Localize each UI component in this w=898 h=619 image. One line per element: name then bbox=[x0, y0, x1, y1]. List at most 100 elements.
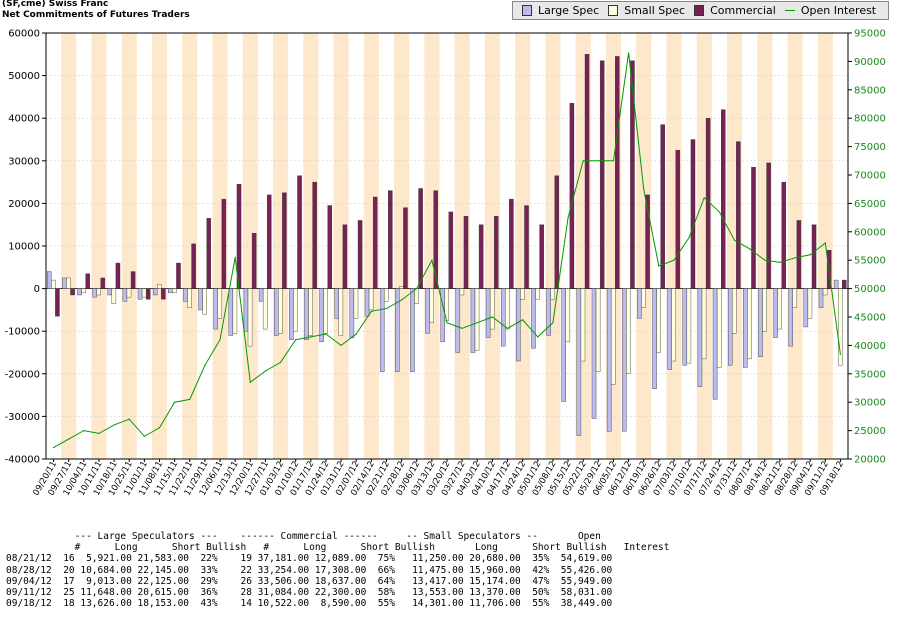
bar-commercial bbox=[100, 277, 106, 289]
legend-swatch-small bbox=[608, 5, 619, 16]
bar-large-spec bbox=[379, 288, 385, 372]
bar-commercial bbox=[705, 117, 711, 289]
bar-large-spec bbox=[546, 288, 551, 336]
oi-point bbox=[295, 339, 297, 341]
bar-small-spec bbox=[187, 288, 192, 308]
bar-commercial bbox=[660, 124, 665, 289]
oi-point bbox=[204, 364, 206, 366]
oi-point bbox=[370, 310, 372, 312]
y-tick-label-left: 20000 bbox=[8, 199, 40, 210]
bar-commercial bbox=[130, 271, 136, 289]
bar-small-spec bbox=[489, 288, 495, 330]
y-tick-label-left: -40000 bbox=[5, 455, 40, 466]
bar-small-spec bbox=[278, 288, 283, 334]
bar-large-spec bbox=[47, 271, 52, 289]
bar-commercial bbox=[161, 288, 166, 300]
bar-small-spec bbox=[837, 288, 843, 366]
oi-point bbox=[355, 333, 357, 335]
oi-point bbox=[552, 322, 554, 324]
bar-small-spec bbox=[732, 288, 737, 334]
band bbox=[61, 33, 77, 459]
bar-large-spec bbox=[440, 288, 445, 343]
bar-commercial bbox=[342, 224, 348, 289]
bar-small-spec bbox=[293, 288, 298, 332]
oi-point bbox=[839, 353, 842, 355]
bar-large-spec bbox=[470, 288, 476, 353]
bar-commercial bbox=[206, 218, 211, 289]
oi-point bbox=[174, 401, 176, 403]
y-tick-label-right: 85000 bbox=[854, 85, 886, 96]
bar-large-spec bbox=[758, 288, 763, 357]
bar-large-spec bbox=[334, 288, 340, 319]
bar-large-spec bbox=[183, 288, 188, 302]
bar-large-spec bbox=[168, 288, 173, 294]
bar-large-spec bbox=[818, 288, 824, 308]
bar-commercial bbox=[327, 205, 333, 289]
bar-large-spec bbox=[485, 288, 491, 338]
bar-large-spec bbox=[803, 288, 809, 328]
bar-small-spec bbox=[232, 288, 238, 334]
bar-large-spec bbox=[137, 288, 143, 300]
bar-large-spec bbox=[591, 288, 597, 419]
band bbox=[182, 33, 198, 459]
band bbox=[484, 33, 500, 459]
oi-point bbox=[658, 265, 660, 267]
bar-large-spec bbox=[228, 288, 234, 336]
bar-large-spec bbox=[304, 288, 309, 340]
chart-title: (SF,cme) Swiss Franc bbox=[2, 0, 109, 9]
bar-commercial bbox=[388, 190, 393, 289]
band bbox=[545, 33, 561, 459]
bar-commercial bbox=[251, 233, 257, 289]
oi-point bbox=[83, 430, 85, 432]
bar-commercial bbox=[312, 181, 317, 289]
oi-point bbox=[264, 370, 267, 372]
y-tick-label-right: 60000 bbox=[854, 227, 886, 238]
bar-commercial bbox=[433, 190, 438, 289]
oi-point bbox=[476, 322, 478, 324]
bar-small-spec bbox=[202, 288, 207, 315]
bar-small-spec bbox=[505, 288, 510, 330]
legend-swatch-oi bbox=[784, 10, 795, 11]
y-tick-label-left: 60000 bbox=[8, 29, 40, 40]
oi-point bbox=[249, 381, 251, 383]
legend: Large Spec Small Spec Commercial Open In… bbox=[512, 1, 889, 20]
bar-large-spec bbox=[606, 288, 612, 432]
bar-large-spec bbox=[516, 288, 521, 362]
bar-commercial bbox=[85, 273, 90, 289]
bar-large-spec bbox=[622, 288, 627, 432]
bar-large-spec bbox=[62, 277, 67, 289]
oi-point bbox=[703, 197, 705, 199]
bar-large-spec bbox=[152, 288, 158, 296]
bar-commercial bbox=[282, 192, 287, 289]
y-tick-label-left: -20000 bbox=[5, 369, 40, 380]
bar-small-spec bbox=[157, 284, 162, 289]
bar-small-spec bbox=[384, 288, 389, 302]
oi-point bbox=[673, 259, 675, 261]
bar-small-spec bbox=[580, 288, 586, 362]
oi-point bbox=[461, 327, 463, 329]
y-tick-label-right: 25000 bbox=[854, 426, 886, 437]
bar-commercial bbox=[448, 211, 454, 289]
bar-commercial bbox=[539, 224, 544, 289]
bar-large-spec bbox=[92, 288, 97, 298]
oi-point bbox=[143, 435, 145, 437]
y-tick-label-right: 95000 bbox=[854, 29, 886, 40]
bar-commercial bbox=[372, 196, 378, 289]
bar-large-spec bbox=[243, 288, 249, 332]
bar-large-spec bbox=[727, 288, 733, 366]
oi-point bbox=[491, 316, 493, 318]
y-tick-label-right: 70000 bbox=[854, 171, 886, 182]
oi-point bbox=[158, 427, 161, 429]
bar-large-spec bbox=[833, 279, 839, 289]
y-tick-label-right: 80000 bbox=[854, 114, 886, 125]
oi-point bbox=[643, 188, 645, 190]
bar-commercial bbox=[720, 109, 726, 289]
bar-small-spec bbox=[520, 288, 525, 300]
bar-large-spec bbox=[425, 288, 430, 334]
bar-small-spec bbox=[474, 288, 480, 351]
bar-small-spec bbox=[81, 288, 86, 294]
y-tick-label-right: 65000 bbox=[854, 199, 886, 210]
y-tick-label-left: 10000 bbox=[8, 242, 40, 253]
bar-small-spec bbox=[429, 288, 434, 323]
bar-large-spec bbox=[788, 288, 793, 347]
